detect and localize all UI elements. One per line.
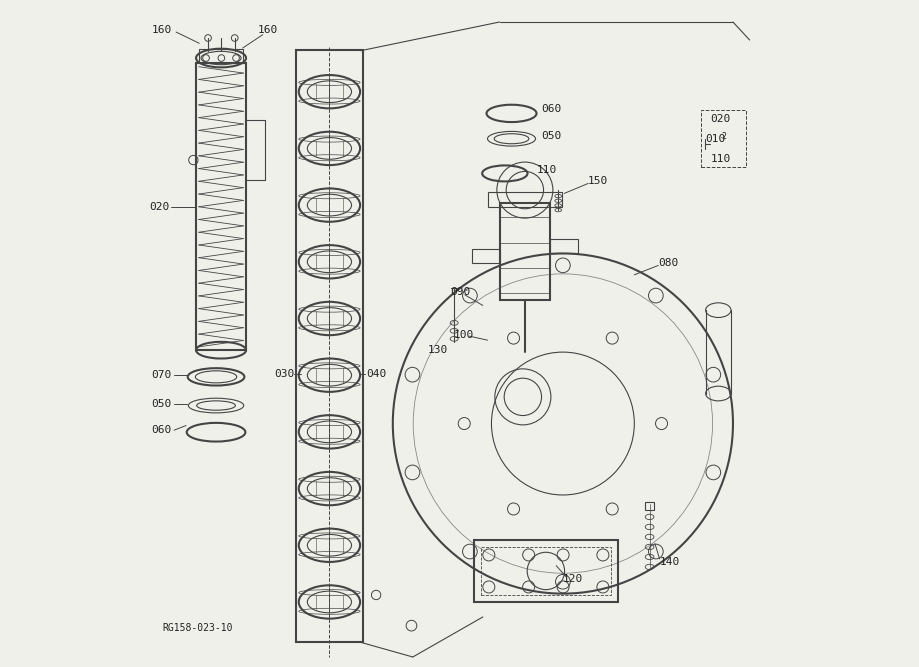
Text: 060: 060 xyxy=(152,426,172,435)
Text: 160: 160 xyxy=(258,25,278,35)
Text: 060: 060 xyxy=(541,105,562,114)
Text: 010: 010 xyxy=(705,134,725,143)
Bar xyxy=(645,502,654,510)
Text: 140: 140 xyxy=(660,557,680,566)
Text: 110: 110 xyxy=(710,154,731,163)
Text: 160: 160 xyxy=(152,25,172,35)
Bar xyxy=(196,63,246,350)
Bar xyxy=(481,547,611,595)
Bar xyxy=(550,239,578,253)
Text: 030: 030 xyxy=(274,369,294,378)
Text: RG158-023-10: RG158-023-10 xyxy=(163,624,233,633)
Bar xyxy=(701,110,746,167)
Text: 070: 070 xyxy=(152,370,172,380)
Bar xyxy=(488,192,562,207)
Text: 150: 150 xyxy=(587,177,607,186)
Text: 020: 020 xyxy=(150,202,170,211)
Text: 100: 100 xyxy=(454,330,474,340)
Text: 020: 020 xyxy=(710,114,731,123)
Text: 110: 110 xyxy=(536,165,557,175)
Text: 050: 050 xyxy=(541,131,562,141)
Bar xyxy=(500,203,550,300)
Bar xyxy=(471,249,500,263)
Bar xyxy=(296,50,363,642)
Text: 080: 080 xyxy=(658,259,678,268)
Bar xyxy=(474,540,618,602)
Text: 040: 040 xyxy=(366,369,386,378)
Text: 090: 090 xyxy=(450,287,471,297)
Text: 050: 050 xyxy=(152,399,172,408)
Text: 130: 130 xyxy=(427,345,448,354)
Text: 120: 120 xyxy=(562,574,584,584)
Text: 2: 2 xyxy=(721,132,726,141)
Bar xyxy=(199,49,243,63)
